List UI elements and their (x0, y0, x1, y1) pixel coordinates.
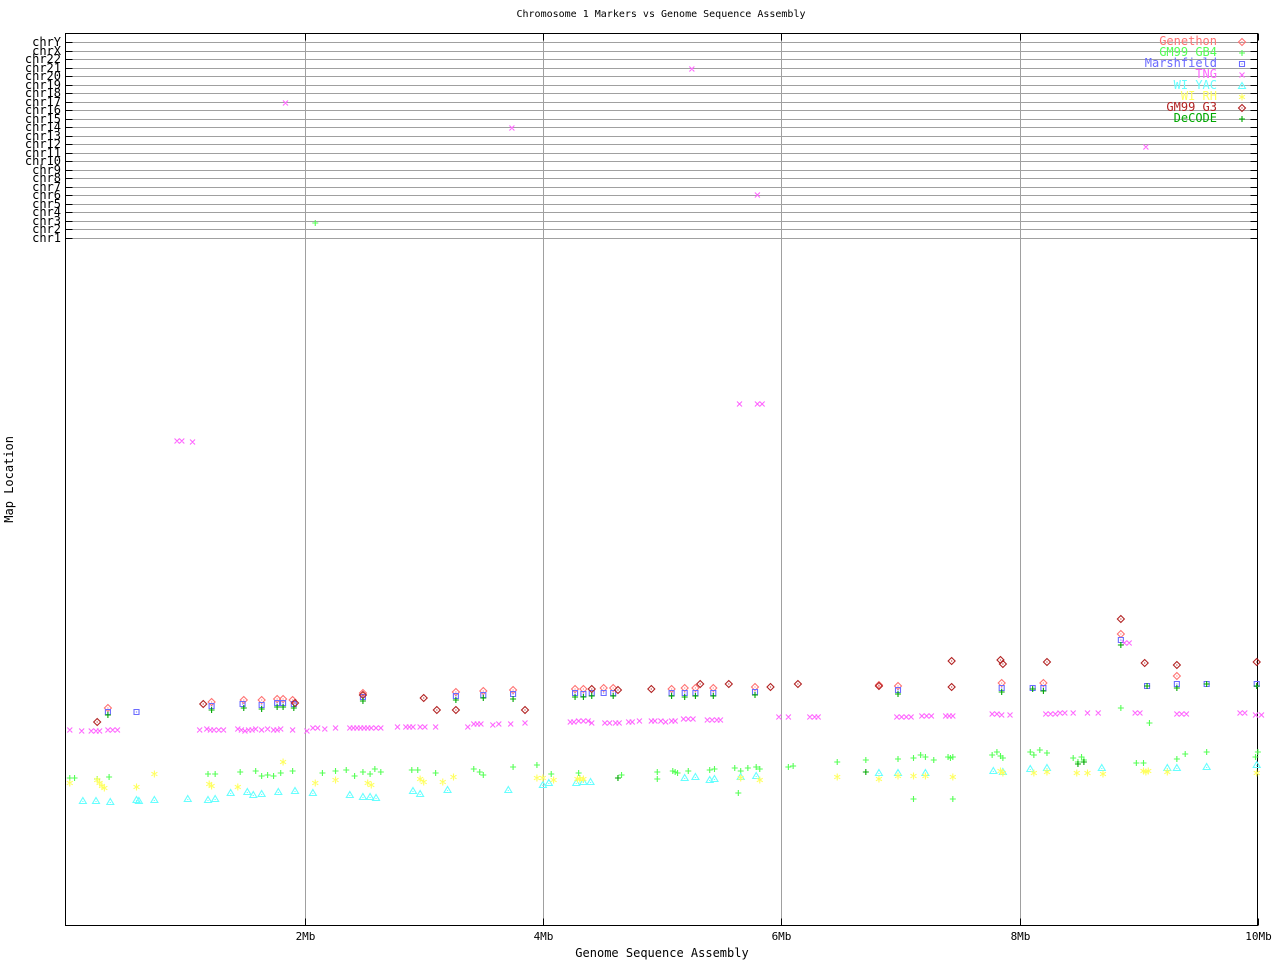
y-tick-label: chr5 (32, 197, 61, 211)
x-tick-label: 10Mb (1245, 930, 1272, 943)
y-tick-label: chr3 (32, 214, 61, 228)
legend-label: WI RH (1180, 89, 1217, 103)
y-tick-label: chr17 (24, 95, 61, 109)
x-tick-label: 2Mb (295, 930, 316, 943)
legend-item-gm99-g3: GM99 G3 (1107, 100, 1267, 114)
series-points-genethon (103, 629, 1182, 713)
series-points-marshfield (104, 636, 1260, 716)
y-tick-label: chr11 (24, 146, 61, 160)
y-tick-label: chr4 (32, 205, 61, 219)
cross-marker-icon (1217, 69, 1267, 81)
series-points-gm99-gb4 (66, 220, 1261, 802)
plus-marker-icon (1217, 47, 1267, 59)
legend-item-gm99-gb4: GM99 GB4 (1107, 45, 1267, 59)
diamond-marker-icon (1217, 36, 1267, 48)
series-points-gm99-g3 (92, 614, 1261, 727)
x-axis-label: Genome Sequence Assembly (575, 946, 749, 960)
y-tick-label: chr14 (24, 120, 61, 134)
y-tick-label: chr6 (32, 188, 61, 202)
y-tick-label: chrY (32, 35, 61, 49)
y-tick-label: chr9 (32, 163, 61, 177)
y-tick-label: chr18 (24, 86, 61, 100)
legend-item-tng: TNG (1107, 67, 1267, 81)
y-tick-label: chr21 (24, 61, 61, 75)
y-tick-label: chr7 (32, 180, 61, 194)
x-tick-label: 6Mb (771, 930, 792, 943)
legend-item-decode: DeCODE (1107, 111, 1267, 125)
x-tick-label: 8Mb (1010, 930, 1031, 943)
legend-label: WI YAC (1173, 78, 1217, 92)
legend: Genethon GM99 GB4 Marshfield TNG WI YAC … (1107, 34, 1267, 125)
legend-item-genethon: Genethon (1107, 34, 1267, 48)
square-marker-icon (1217, 58, 1267, 70)
series-points-wi-rh (66, 758, 1260, 792)
y-tick-label: chr20 (24, 69, 61, 83)
legend-label: Genethon (1159, 34, 1217, 48)
asterisk-marker-icon (1217, 91, 1267, 103)
y-tick-label: chrX (32, 44, 61, 58)
y-tick-label: chr22 (24, 52, 61, 66)
plus-marker-icon (1217, 113, 1267, 125)
legend-item-marshfield: Marshfield (1107, 56, 1267, 70)
legend-label: DeCODE (1173, 111, 1217, 125)
legend-item-wi-yac: WI YAC (1107, 78, 1267, 92)
y-tick-label: chr13 (24, 129, 61, 143)
chart-title: Chromosome 1 Markers vs Genome Sequence … (516, 9, 806, 20)
legend-label: GM99 GB4 (1159, 45, 1217, 59)
y-tick-label: chr15 (24, 112, 61, 126)
x-tick-label: 4Mb (533, 930, 554, 943)
series-points-decode (104, 642, 1260, 781)
y-tick-label: chr19 (24, 78, 61, 92)
legend-label: Marshfield (1144, 56, 1217, 70)
series-points-wi-yac (78, 760, 1262, 806)
y-tick-label: chr8 (32, 171, 61, 185)
series-points-tng (66, 66, 1265, 734)
legend-item-wi-rh: WI RH (1107, 89, 1267, 103)
legend-label: GM99 G3 (1166, 100, 1217, 114)
legend-label: TNG (1195, 67, 1217, 81)
y-tick-label: chr12 (24, 137, 61, 151)
y-tick-label: chr2 (32, 222, 61, 236)
y-tick-label: chr1 (32, 231, 61, 245)
y-tick-label: chr16 (24, 103, 61, 117)
y-tick-label: chr10 (24, 154, 61, 168)
triangle-marker-icon (1217, 80, 1267, 92)
diamond-marker-icon (1217, 102, 1267, 114)
